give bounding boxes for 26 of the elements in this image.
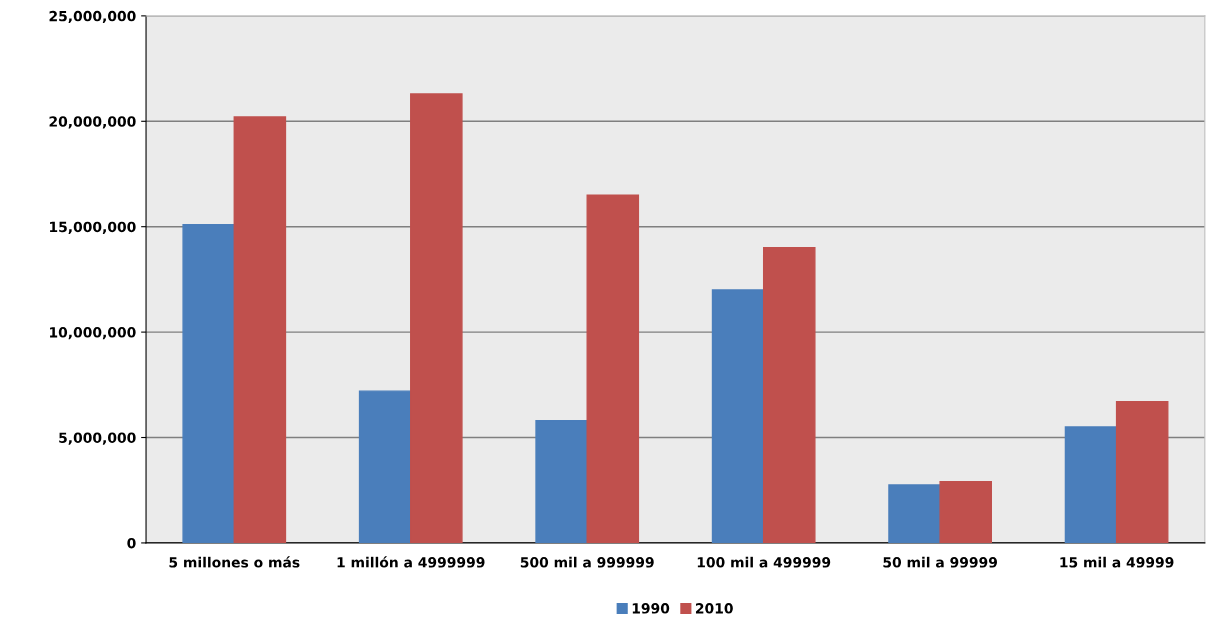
bar (1115, 400, 1169, 543)
bar (586, 194, 640, 543)
bar (888, 484, 941, 543)
y-tick-label: 10,000,000 (50, 327, 136, 340)
bar (1064, 426, 1118, 543)
y-tick-label: 25,000,000 (49, 10, 136, 24)
x-tick-label: 5 millones o más (169, 556, 300, 568)
y-tick-label: 5,000,000 (59, 432, 136, 445)
bar (233, 116, 287, 543)
y-tick-label: 15,000,000 (50, 221, 136, 234)
x-tick-label: 500 mil a 999999 (520, 556, 654, 568)
y-tick-label: 0 (127, 537, 136, 549)
bar (410, 93, 463, 543)
bar (182, 223, 235, 543)
y-tick-label: 20,000,000 (49, 116, 136, 129)
x-tick-label: 1 millón a 4999999 (337, 556, 485, 568)
bar (762, 247, 816, 543)
bar (535, 419, 588, 543)
legend-label: 1990 (632, 603, 670, 614)
legend-label: 2010 (695, 603, 733, 614)
bar (358, 390, 412, 543)
bar (939, 481, 993, 543)
x-tick-label: 100 mil a 499999 (697, 556, 831, 568)
x-tick-label: 15 mil a 49999 (1060, 556, 1174, 568)
x-tick-label: 50 mil a 99999 (883, 556, 997, 568)
bar (711, 289, 765, 543)
